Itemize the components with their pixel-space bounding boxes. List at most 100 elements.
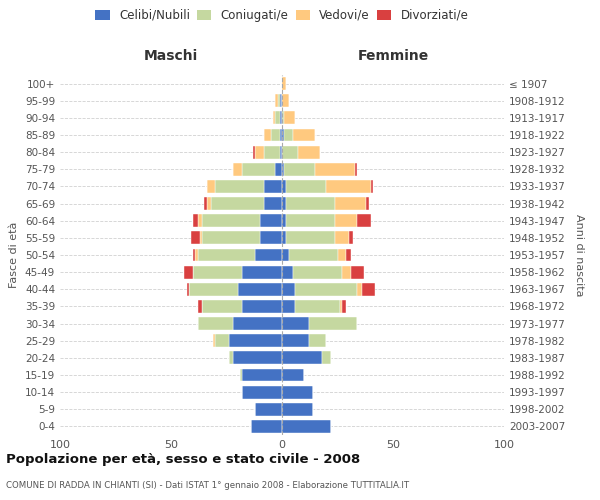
Bar [282,368,304,382]
Bar [282,266,293,278]
Bar [233,352,282,364]
Bar [260,232,282,244]
Bar [215,334,229,347]
Bar [342,266,351,278]
Bar [335,232,349,244]
Bar [337,248,346,262]
Bar [282,128,284,141]
Bar [282,300,295,313]
Bar [282,403,313,415]
Bar [193,266,242,278]
Bar [193,248,196,262]
Bar [289,248,337,262]
Bar [206,197,211,210]
Bar [282,180,286,193]
Bar [326,180,371,193]
Bar [284,112,295,124]
Bar [293,266,342,278]
Bar [197,317,233,330]
Bar [340,300,342,313]
Bar [197,300,202,313]
Bar [286,197,335,210]
Bar [282,77,286,90]
Bar [202,300,242,313]
Bar [282,283,295,296]
Bar [275,112,280,124]
Bar [264,146,280,158]
Text: Popolazione per età, sesso e stato civile - 2008: Popolazione per età, sesso e stato civil… [6,452,360,466]
Bar [197,214,202,227]
Bar [358,283,362,296]
Bar [282,232,286,244]
Bar [242,266,282,278]
Bar [282,317,308,330]
Bar [322,352,331,364]
Bar [282,352,322,364]
Bar [202,232,260,244]
Bar [260,214,282,227]
Text: Maschi: Maschi [144,49,198,63]
Bar [264,128,271,141]
Bar [282,197,286,210]
Bar [256,146,264,158]
Bar [295,283,358,296]
Y-axis label: Anni di nascita: Anni di nascita [574,214,584,296]
Bar [282,112,284,124]
Bar [256,403,282,415]
Bar [280,94,282,107]
Bar [349,232,353,244]
Bar [191,232,200,244]
Bar [358,214,371,227]
Text: COMUNE DI RADDA IN CHIANTI (SI) - Dati ISTAT 1° gennaio 2008 - Elaborazione TUTT: COMUNE DI RADDA IN CHIANTI (SI) - Dati I… [6,480,409,490]
Y-axis label: Fasce di età: Fasce di età [10,222,19,288]
Bar [275,94,278,107]
Bar [206,180,215,193]
Bar [295,300,340,313]
Bar [282,163,284,175]
Bar [238,283,282,296]
Bar [275,163,282,175]
Bar [282,420,331,433]
Legend: Celibi/Nubili, Coniugati/e, Vedovi/e, Divorziati/e: Celibi/Nubili, Coniugati/e, Vedovi/e, Di… [95,9,469,22]
Bar [355,163,358,175]
Bar [215,180,264,193]
Bar [282,94,289,107]
Bar [286,232,335,244]
Bar [282,146,298,158]
Bar [242,163,275,175]
Bar [284,163,316,175]
Bar [308,317,358,330]
Bar [184,266,193,278]
Bar [293,128,316,141]
Bar [196,248,197,262]
Bar [286,180,326,193]
Bar [282,214,286,227]
Bar [229,352,233,364]
Bar [240,368,242,382]
Bar [286,214,335,227]
Bar [282,386,313,398]
Bar [233,317,282,330]
Bar [273,112,275,124]
Bar [342,300,346,313]
Bar [362,283,375,296]
Bar [280,112,282,124]
Bar [251,420,282,433]
Bar [233,163,242,175]
Bar [202,214,260,227]
Bar [213,334,215,347]
Bar [264,180,282,193]
Bar [204,197,206,210]
Bar [351,266,364,278]
Bar [371,180,373,193]
Bar [346,248,351,262]
Bar [282,248,289,262]
Bar [187,283,189,296]
Bar [335,214,358,227]
Bar [271,128,280,141]
Bar [229,334,282,347]
Bar [200,232,202,244]
Bar [197,248,256,262]
Bar [298,146,320,158]
Bar [335,197,367,210]
